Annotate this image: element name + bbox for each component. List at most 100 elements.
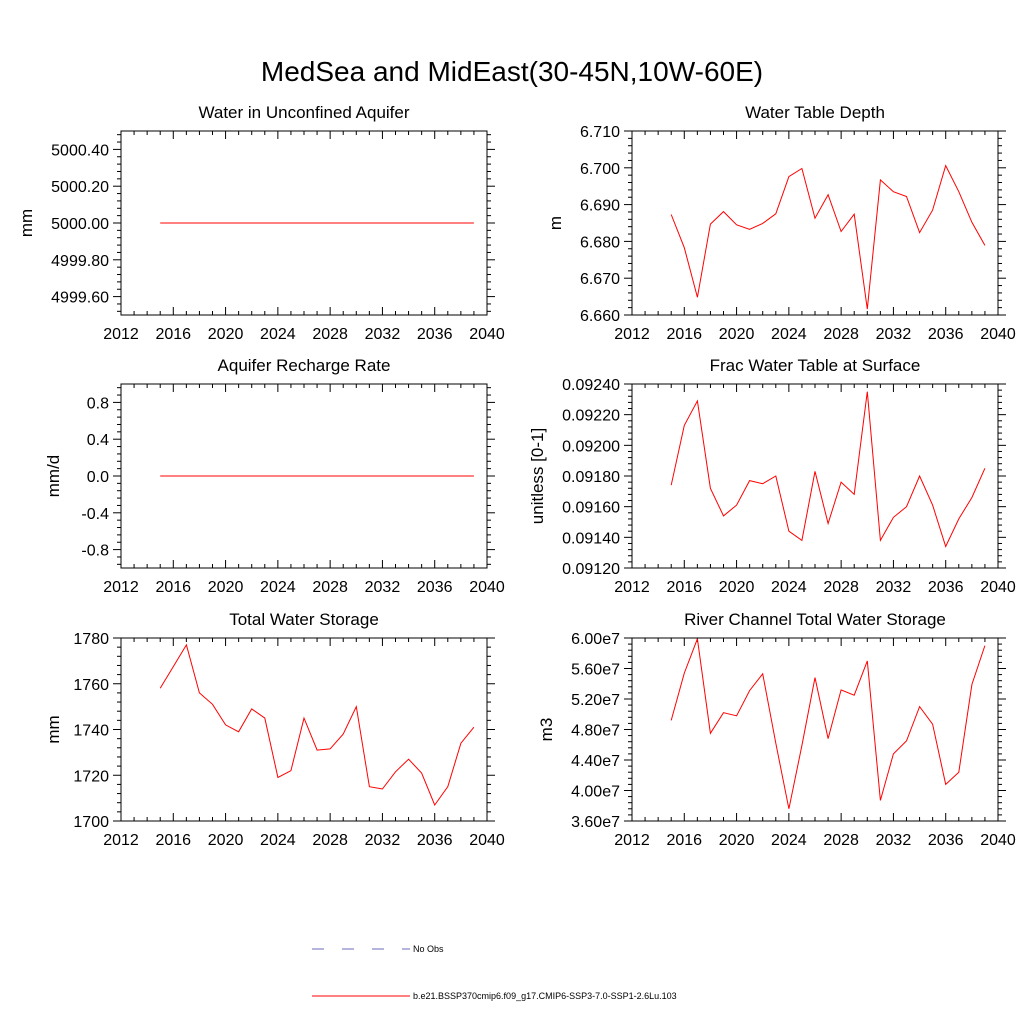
data-point bbox=[696, 400, 698, 402]
data-point bbox=[251, 475, 253, 477]
data-point bbox=[473, 475, 475, 477]
data-point bbox=[853, 694, 855, 696]
data-point bbox=[971, 496, 973, 498]
data-point bbox=[670, 719, 672, 721]
data-point bbox=[840, 481, 842, 483]
data-point bbox=[172, 222, 174, 224]
data-point bbox=[368, 222, 370, 224]
data-point bbox=[762, 482, 764, 484]
data-point bbox=[237, 731, 239, 733]
data-point bbox=[814, 217, 816, 219]
data-point bbox=[394, 222, 396, 224]
x-tick-label: 2020 bbox=[719, 832, 755, 849]
data-point bbox=[381, 475, 383, 477]
data-point bbox=[381, 788, 383, 790]
y-tick-label: 6.00e7 bbox=[571, 631, 620, 648]
data-point bbox=[735, 504, 737, 506]
y-tick-label: 6.660 bbox=[580, 308, 620, 325]
data-point bbox=[407, 222, 409, 224]
data-point bbox=[447, 475, 449, 477]
data-point bbox=[420, 222, 422, 224]
data-point bbox=[931, 209, 933, 211]
data-point bbox=[264, 222, 266, 224]
data-point bbox=[460, 475, 462, 477]
y-tick-label: 6.670 bbox=[580, 271, 620, 288]
y-tick-label: 0.09200 bbox=[562, 438, 620, 455]
data-point bbox=[918, 705, 920, 707]
x-tick-label: 2040 bbox=[469, 326, 505, 343]
y-tick-label: 1700 bbox=[73, 814, 109, 831]
data-point bbox=[368, 475, 370, 477]
legend bbox=[312, 948, 410, 997]
data-point bbox=[237, 475, 239, 477]
x-tick-label: 2032 bbox=[365, 832, 401, 849]
x-tick-label: 2028 bbox=[312, 832, 348, 849]
data-point bbox=[303, 717, 305, 719]
data-point bbox=[853, 213, 855, 215]
data-point bbox=[211, 475, 213, 477]
data-point bbox=[840, 689, 842, 691]
y-tick-label: -0.8 bbox=[81, 543, 109, 560]
panel-4: 2012 2016 2020 2024 2028 2032 2036 2040 0.09120 0… bbox=[528, 356, 1016, 596]
data-point bbox=[945, 545, 947, 547]
data-point bbox=[316, 222, 318, 224]
series-line bbox=[159, 643, 475, 807]
data-point bbox=[198, 475, 200, 477]
data-point bbox=[788, 530, 790, 532]
x-tick-label: 2024 bbox=[260, 832, 296, 849]
data-point bbox=[905, 505, 907, 507]
data-point bbox=[447, 222, 449, 224]
data-point bbox=[866, 308, 868, 310]
data-point bbox=[827, 522, 829, 524]
y-tick-label: 0.09160 bbox=[562, 500, 620, 517]
data-point bbox=[159, 222, 161, 224]
x-tick-label: 2012 bbox=[614, 326, 650, 343]
x-tick-label: 2024 bbox=[771, 832, 807, 849]
data-point bbox=[420, 475, 422, 477]
y-tick-label: 0.09220 bbox=[562, 408, 620, 425]
x-tick-label: 2036 bbox=[417, 326, 453, 343]
panel-6: 2012 2016 2020 2024 2028 2032 2036 2040 3.60e7 4.… bbox=[537, 610, 1016, 849]
data-point bbox=[945, 783, 947, 785]
data-point bbox=[788, 808, 790, 810]
panel-3: 2012 2016 2020 2024 2028 2032 2036 2040 -0.8 -0.4… bbox=[44, 356, 505, 596]
data-point bbox=[394, 475, 396, 477]
data-point bbox=[251, 708, 253, 710]
x-tick-label: 2012 bbox=[614, 832, 650, 849]
data-point bbox=[342, 475, 344, 477]
data-point bbox=[709, 732, 711, 734]
y-axis-label: m bbox=[546, 216, 565, 230]
y-tick-label: 0.8 bbox=[87, 395, 109, 412]
data-point bbox=[814, 676, 816, 678]
x-tick-label: 2040 bbox=[980, 832, 1016, 849]
y-axis-label: mm bbox=[44, 715, 63, 743]
data-point bbox=[473, 222, 475, 224]
data-point bbox=[159, 475, 161, 477]
data-point bbox=[355, 222, 357, 224]
data-point bbox=[420, 772, 422, 774]
y-tick-label: 0.09240 bbox=[562, 377, 620, 394]
data-point bbox=[866, 390, 868, 392]
data-point bbox=[801, 744, 803, 746]
x-tick-label: 2016 bbox=[155, 832, 191, 849]
x-tick-label: 2020 bbox=[208, 326, 244, 343]
x-tick-label: 2036 bbox=[417, 579, 453, 596]
data-point bbox=[945, 164, 947, 166]
y-tick-label: 6.700 bbox=[580, 161, 620, 178]
data-point bbox=[801, 539, 803, 541]
x-tick-label: 2028 bbox=[823, 579, 859, 596]
panel-5: 2012 2016 2020 2024 2028 2032 2036 2040 1700 1720… bbox=[44, 610, 505, 849]
panel-title: Frac Water Table at Surface bbox=[710, 356, 921, 375]
y-tick-label: 6.690 bbox=[580, 198, 620, 215]
data-point bbox=[211, 222, 213, 224]
data-point bbox=[866, 660, 868, 662]
data-point bbox=[342, 222, 344, 224]
x-tick-label: 2016 bbox=[155, 326, 191, 343]
y-tick-label: 0.4 bbox=[87, 432, 109, 449]
data-point bbox=[290, 222, 292, 224]
data-point bbox=[290, 769, 292, 771]
x-tick-label: 2016 bbox=[666, 832, 702, 849]
data-point bbox=[709, 487, 711, 489]
data-point bbox=[185, 644, 187, 646]
